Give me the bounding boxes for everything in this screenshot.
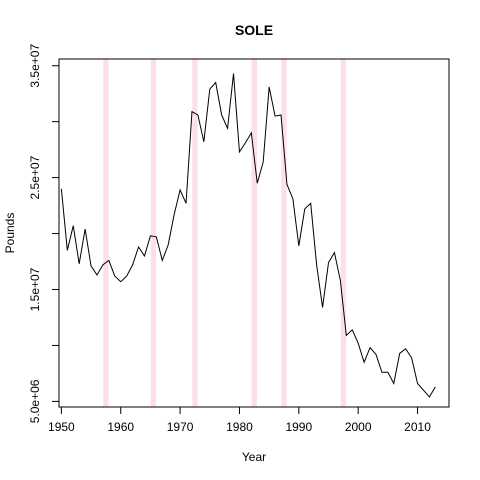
recession-shading-layer (103, 59, 347, 407)
chart-title: SOLE (235, 22, 273, 38)
x-tick-label: 1990 (285, 420, 312, 434)
y-axis-label: Pounds (3, 213, 17, 254)
x-tick-label: 1970 (167, 420, 194, 434)
y-axis: 5.0e+06 1.5e+07 2.5e+07 3.5e+07 (28, 44, 60, 423)
x-axis: 1950 1960 1970 1980 1990 2000 2010 (48, 406, 431, 434)
y-tick-label: 3.5e+07 (28, 44, 42, 88)
shade-band-3 (251, 59, 257, 407)
x-tick-label: 2000 (345, 420, 372, 434)
x-tick-label: 1960 (107, 420, 134, 434)
x-tick-label: 1980 (226, 420, 253, 434)
y-tick-label: 5.0e+06 (28, 379, 42, 423)
shade-band-4 (281, 59, 287, 407)
series-line (60, 73, 436, 398)
shade-band-0 (103, 59, 109, 407)
x-axis-label: Year (242, 450, 266, 464)
shade-band-5 (340, 59, 347, 407)
y-tick-label: 2.5e+07 (28, 155, 42, 199)
y-tick-label: 1.5e+07 (28, 267, 42, 311)
x-tick-label: 2010 (404, 420, 431, 434)
shade-band-2 (192, 59, 198, 407)
x-tick-label: 1950 (48, 420, 75, 434)
shade-band-1 (150, 59, 157, 407)
